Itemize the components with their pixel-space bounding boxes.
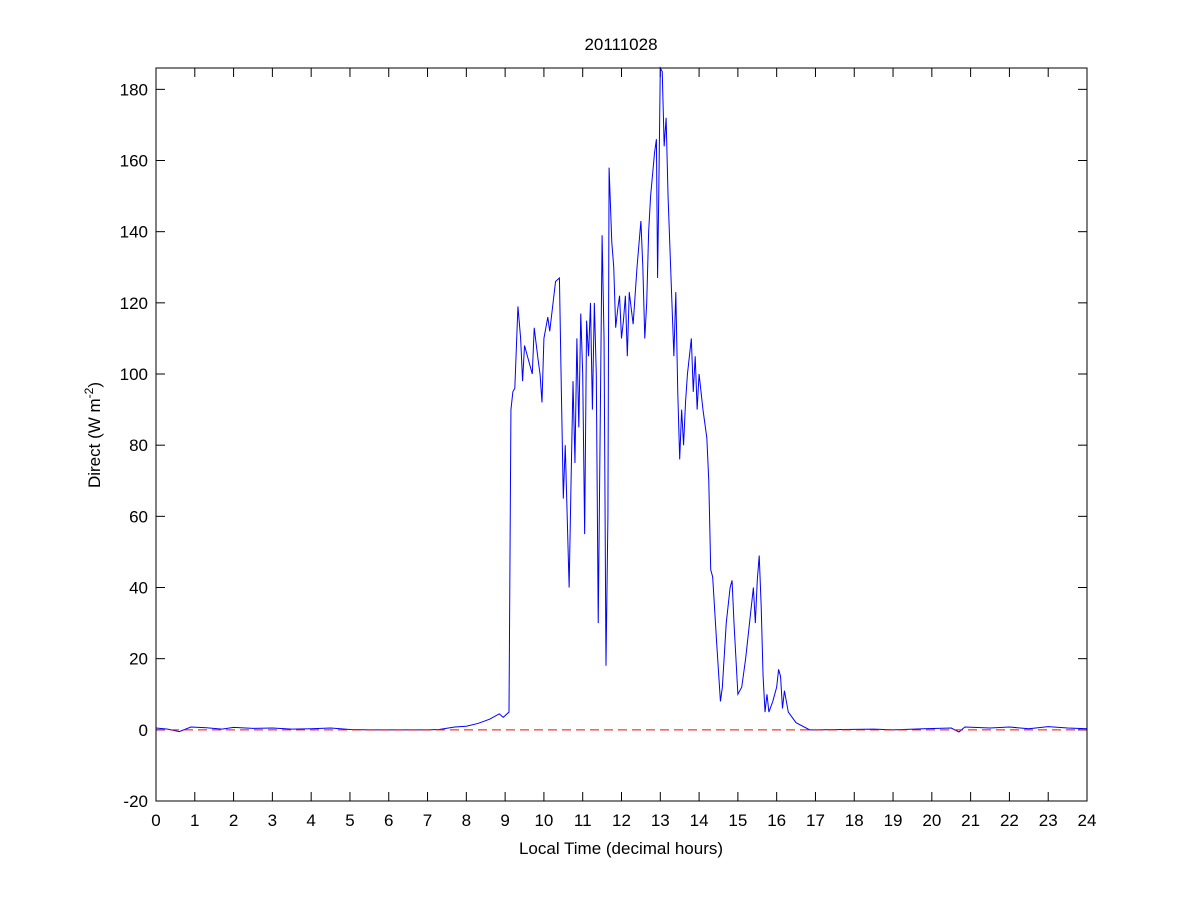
y-tick-label: -20: [123, 792, 148, 811]
x-tick-label: 7: [423, 811, 432, 830]
x-tick-label: 0: [151, 811, 160, 830]
x-tick-label: 5: [345, 811, 354, 830]
y-label-text: Direct (W m: [85, 398, 104, 488]
x-tick-label: 11: [574, 811, 592, 830]
plot-area: [156, 68, 1087, 801]
x-axis-label: Local Time (decimal hours): [519, 839, 723, 858]
y-axis-label: Direct (W m-2): [82, 382, 104, 488]
x-tick-label: 12: [612, 811, 631, 830]
y-tick-label: 20: [129, 650, 148, 669]
y-label-exponent: -2: [82, 387, 96, 398]
x-tick-label: 3: [268, 811, 277, 830]
y-tick-label: 40: [129, 579, 148, 598]
y-label-text: ): [85, 382, 104, 388]
y-tick-label: 0: [139, 721, 148, 740]
chart-title: 20111028: [584, 35, 657, 54]
x-tick-label: 20: [922, 811, 941, 830]
x-tick-label: 13: [651, 811, 670, 830]
x-tick-label: 2: [229, 811, 238, 830]
y-tick-label: 140: [120, 223, 148, 242]
x-tick-label: 15: [728, 811, 747, 830]
y-tick-label: 80: [129, 436, 148, 455]
x-tick-label: 21: [961, 811, 980, 830]
y-tick-label: 100: [120, 365, 148, 384]
x-tick-label: 24: [1078, 811, 1097, 830]
x-tick-label: 14: [690, 811, 709, 830]
x-tick-label: 8: [462, 811, 471, 830]
y-tick-label: 180: [120, 80, 148, 99]
data-line: [155, 66, 1088, 733]
x-tick-label: 4: [306, 811, 315, 830]
x-tick-label: 9: [500, 811, 509, 830]
x-tick-label: 17: [806, 811, 825, 830]
x-tick-label: 23: [1039, 811, 1058, 830]
x-tick-label: 1: [190, 811, 199, 830]
x-tick-label: 6: [384, 811, 393, 830]
y-tick-label: 60: [129, 507, 148, 526]
y-tick-label: 160: [120, 152, 148, 171]
plot-frame: [155, 67, 1088, 802]
x-tick-label: 10: [534, 811, 553, 830]
x-tick-label: 16: [767, 811, 786, 830]
x-tick-label: 18: [845, 811, 864, 830]
x-tick-label: 22: [1000, 811, 1019, 830]
y-tick-label: 120: [120, 294, 148, 313]
x-tick-label: 19: [884, 811, 903, 830]
